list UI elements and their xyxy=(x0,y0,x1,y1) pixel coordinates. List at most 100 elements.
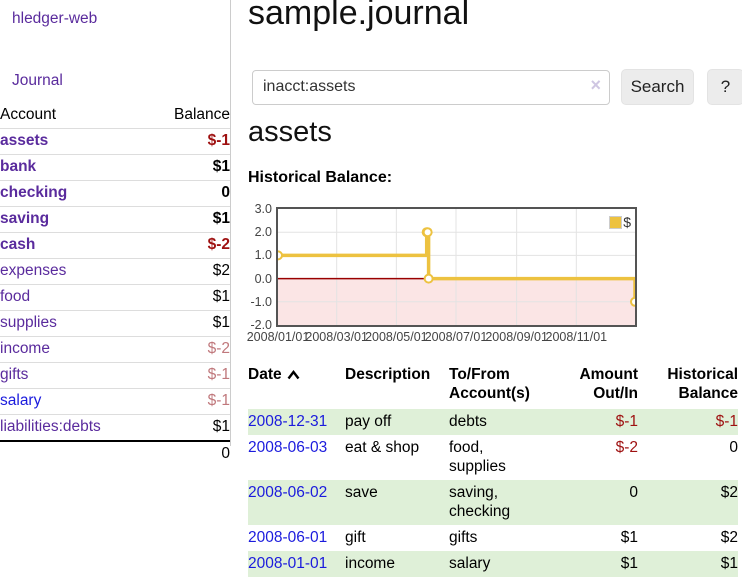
accounts-header-balance: Balance xyxy=(148,103,230,129)
sort-ascending-icon xyxy=(287,366,300,385)
search-button[interactable]: Search xyxy=(621,69,694,105)
transaction-description: pay off xyxy=(345,409,449,435)
register-row: 2008-12-31 pay off debts $-1 $-1 xyxy=(248,409,738,435)
account-balance: $-2 xyxy=(148,337,230,363)
transaction-date-link[interactable]: 2008-06-02 xyxy=(248,484,327,501)
x-axis-tick-label: 2008/01/01 xyxy=(247,330,310,344)
register-row: 2008-06-03 eat & shop food, supplies $-2… xyxy=(248,435,738,480)
transaction-date-link[interactable]: 2008-06-03 xyxy=(248,439,327,456)
register-header-amount: Amount Out/In xyxy=(553,361,638,409)
account-link-assets[interactable]: assets xyxy=(0,132,48,149)
account-row: supplies $1 xyxy=(0,311,230,337)
account-link-gifts[interactable]: gifts xyxy=(0,366,28,383)
chart-plot-area: $ xyxy=(276,207,637,327)
account-row: saving $1 xyxy=(0,207,230,233)
transaction-accounts: food, supplies xyxy=(449,435,553,480)
sidebar: hledger-web Journal Account Balance asse… xyxy=(0,0,231,446)
page-title: sample.journal xyxy=(248,0,469,33)
register-header-description: Description xyxy=(345,361,449,409)
transaction-amount: $-2 xyxy=(553,435,638,480)
search-input[interactable] xyxy=(252,70,610,105)
transaction-description: eat & shop xyxy=(345,435,449,480)
transaction-date-link[interactable]: 2008-12-31 xyxy=(248,413,327,430)
transaction-balance: $2 xyxy=(638,480,738,525)
account-heading: assets xyxy=(248,116,332,149)
account-row: checking 0 xyxy=(0,181,230,207)
transaction-amount: 0 xyxy=(553,480,638,525)
transaction-date-link[interactable]: 2008-01-01 xyxy=(248,555,327,572)
brand-link[interactable]: hledger-web xyxy=(12,10,230,28)
account-balance: $2 xyxy=(148,259,230,285)
y-axis-tick-label: 3.0 xyxy=(248,202,272,216)
account-row: expenses $2 xyxy=(0,259,230,285)
account-row: food $1 xyxy=(0,285,230,311)
account-row: assets $-1 xyxy=(0,129,230,155)
account-link-liabilities-debts[interactable]: liabilities:debts xyxy=(0,418,101,435)
historical-balance-chart: $ 3.02.01.00.0-1.0-2.02008/01/012008/03/… xyxy=(248,200,742,345)
transaction-amount: $1 xyxy=(553,525,638,551)
account-row: income $-2 xyxy=(0,337,230,363)
x-axis-tick-label: 2008/05/01 xyxy=(365,330,428,344)
account-link-salary[interactable]: salary xyxy=(0,392,41,409)
account-link-income[interactable]: income xyxy=(0,340,50,357)
account-link-bank[interactable]: bank xyxy=(0,158,36,175)
account-balance: $1 xyxy=(148,155,230,181)
transaction-date-link[interactable]: 2008-06-01 xyxy=(248,529,327,546)
x-axis-tick-label: 2008/07/01 xyxy=(425,330,488,344)
transaction-description: income xyxy=(345,551,449,577)
chart-canvas xyxy=(278,209,635,325)
account-link-food[interactable]: food xyxy=(0,288,30,305)
account-row: cash $-2 xyxy=(0,233,230,259)
legend-swatch-icon xyxy=(609,216,622,229)
transaction-balance: $2 xyxy=(638,525,738,551)
account-link-cash[interactable]: cash xyxy=(0,236,35,253)
account-balance: $-1 xyxy=(148,129,230,155)
main-content: sample.journal × Search ? assets Histori… xyxy=(248,0,742,582)
chart-legend: $ xyxy=(609,214,631,230)
register-header-balance: Historical Balance xyxy=(638,361,738,409)
accounts-total-value: 0 xyxy=(148,441,230,467)
account-link-expenses[interactable]: expenses xyxy=(0,262,66,279)
account-link-checking[interactable]: checking xyxy=(0,184,67,201)
chart-title: Historical Balance: xyxy=(248,169,392,187)
transaction-accounts: debts xyxy=(449,409,553,435)
x-axis-tick-label: 2008/03/01 xyxy=(305,330,368,344)
transaction-amount: $-1 xyxy=(553,409,638,435)
transaction-balance: 0 xyxy=(638,435,738,480)
y-axis-tick-label: 1.0 xyxy=(248,248,272,262)
register-row: 2008-06-02 save saving, checking 0 $2 xyxy=(248,480,738,525)
account-balance: $1 xyxy=(148,285,230,311)
accounts-total-row: 0 xyxy=(0,441,230,467)
x-axis-tick-label: 2008/11/01 xyxy=(545,330,607,344)
register-row: 2008-06-01 gift gifts $1 $2 xyxy=(248,525,738,551)
transaction-description: gift xyxy=(345,525,449,551)
transaction-accounts: saving, checking xyxy=(449,480,553,525)
accounts-header-account: Account xyxy=(0,103,148,129)
sidebar-item-journal[interactable]: Journal xyxy=(12,72,230,90)
account-balance: $1 xyxy=(148,415,230,442)
register-table: Date Description To/From Account(s) Amou… xyxy=(248,361,738,577)
transaction-balance: $1 xyxy=(638,551,738,577)
x-axis-tick-label: 2008/09/01 xyxy=(485,330,548,344)
account-link-supplies[interactable]: supplies xyxy=(0,314,57,331)
account-balance: $-2 xyxy=(148,233,230,259)
register-header-date[interactable]: Date xyxy=(248,361,345,409)
y-axis-tick-label: 2.0 xyxy=(248,225,272,239)
account-link-saving[interactable]: saving xyxy=(0,210,49,227)
transaction-amount: $1 xyxy=(553,551,638,577)
account-balance: $1 xyxy=(148,311,230,337)
legend-label: $ xyxy=(623,214,631,230)
clear-search-icon[interactable]: × xyxy=(590,75,601,96)
account-balance: 0 xyxy=(148,181,230,207)
y-axis-tick-label: 0.0 xyxy=(248,272,272,286)
register-row: 2008-01-01 income salary $1 $1 xyxy=(248,551,738,577)
account-balance: $-1 xyxy=(148,389,230,415)
account-balance: $-1 xyxy=(148,363,230,389)
account-row: liabilities:debts $1 xyxy=(0,415,230,442)
transaction-description: save xyxy=(345,480,449,525)
transaction-balance: $-1 xyxy=(638,409,738,435)
help-button[interactable]: ? xyxy=(707,69,742,105)
y-axis-tick-label: -1.0 xyxy=(248,295,272,309)
transaction-accounts: gifts xyxy=(449,525,553,551)
transaction-accounts: salary xyxy=(449,551,553,577)
